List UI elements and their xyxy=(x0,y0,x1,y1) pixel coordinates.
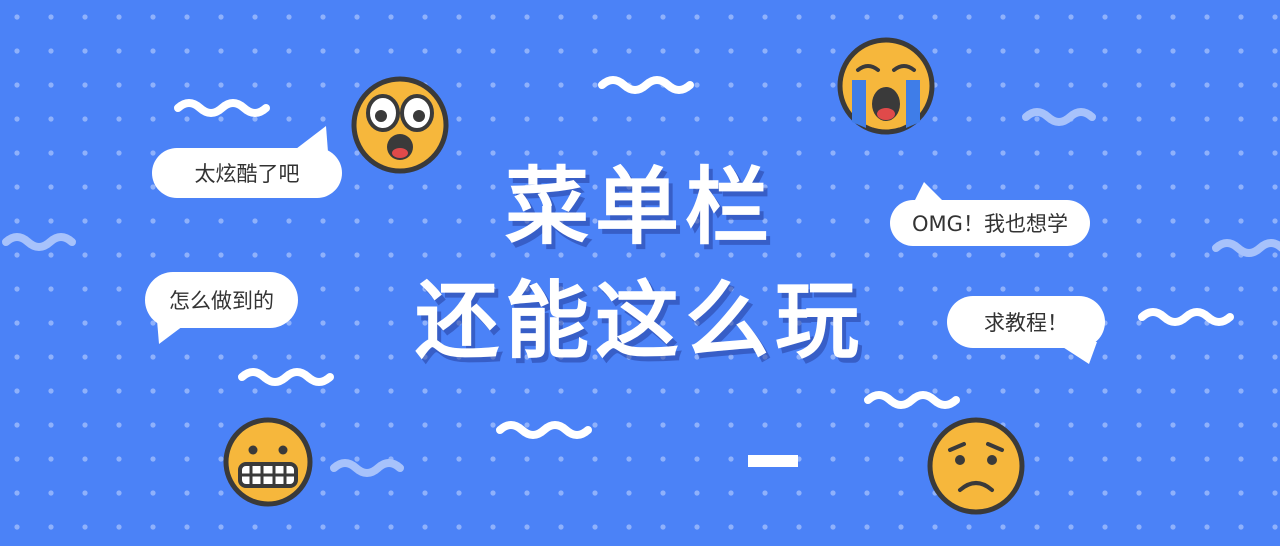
title-line-1: 菜单栏 xyxy=(504,158,775,256)
squiggle-decoration-faint xyxy=(330,459,404,477)
speech-bubble-cool: 太炫酷了吧 xyxy=(152,126,342,198)
squiggle-decoration-faint xyxy=(1212,239,1280,257)
squiggle-decoration-faint xyxy=(2,233,76,251)
squiggle-decoration xyxy=(238,368,334,386)
speech-bubble-text: 求教程！ xyxy=(984,311,1068,335)
title-line-2: 还能这么玩 xyxy=(414,272,865,370)
worried-face-icon xyxy=(927,417,1025,515)
squiggle-decoration xyxy=(598,76,694,94)
squiggle-decoration xyxy=(496,421,592,439)
speech-bubble-text: 太炫酷了吧 xyxy=(194,162,300,186)
squiggle-decoration-faint xyxy=(1022,108,1096,126)
speech-bubble-omg: OMG！我也想学 xyxy=(890,182,1090,246)
speech-bubble-text: 怎么做到的 xyxy=(169,289,274,313)
squiggle-decoration xyxy=(1138,308,1234,326)
dash-decoration xyxy=(748,455,798,467)
squiggle-decoration xyxy=(174,99,270,117)
speech-bubble-text: OMG！我也想学 xyxy=(912,212,1068,236)
surprised-face-icon xyxy=(351,76,449,174)
speech-bubble-tutorial: 求教程！ xyxy=(947,296,1105,364)
speech-bubble-how: 怎么做到的 xyxy=(145,272,298,344)
crying-face-icon xyxy=(837,37,935,135)
squiggle-decoration xyxy=(864,391,960,409)
grimacing-face-icon xyxy=(223,417,313,507)
